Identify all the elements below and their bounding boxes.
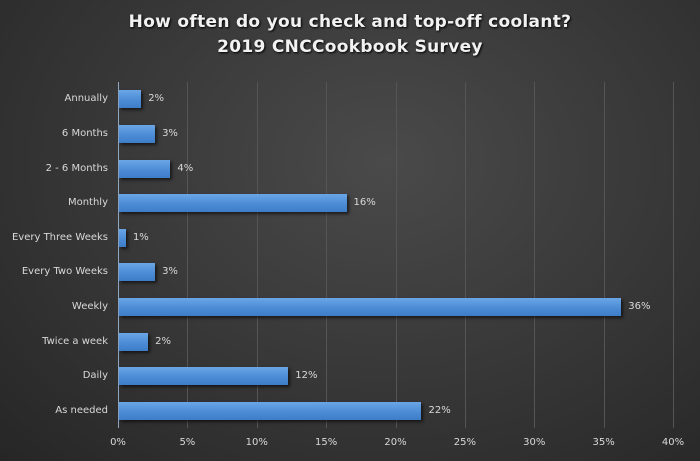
bar	[119, 194, 347, 213]
category-label: As needed	[55, 404, 108, 416]
bar-value-label: 4%	[177, 162, 194, 174]
gridline	[187, 82, 189, 428]
x-tick-label: 30%	[523, 437, 546, 448]
gridline	[464, 82, 466, 428]
bar-value-label: 16%	[353, 197, 376, 209]
bar-value-label: 2%	[155, 335, 171, 347]
y-axis-line	[118, 82, 119, 428]
bar-value-label: 3%	[162, 127, 178, 139]
bar-value-label: 2%	[148, 93, 165, 105]
gridline	[534, 82, 536, 428]
bar	[119, 367, 289, 386]
x-tick-label: 15%	[315, 437, 338, 448]
bar	[119, 159, 171, 178]
category-label: Monthly	[67, 197, 108, 209]
bar	[119, 124, 156, 143]
x-tick-label: 10%	[245, 437, 268, 448]
category-label: Annually	[64, 93, 108, 105]
bar-value-label: 1%	[132, 231, 149, 243]
bar-value-label: 3%	[162, 266, 178, 278]
chart-title-line1: How often do you check and top-off coola…	[128, 12, 572, 32]
chart-title: How often do you check and top-off coola…	[0, 10, 700, 60]
x-tick-label: 35%	[592, 437, 615, 448]
category-label: Daily	[82, 370, 108, 382]
bar-value-label: 12%	[295, 370, 318, 382]
x-tick-label: 25%	[453, 437, 476, 448]
x-tick-label: 5%	[179, 437, 196, 448]
bar	[119, 263, 156, 282]
x-tick-label: 20%	[384, 437, 407, 448]
chart-subtitle: 2019 CNCCookbook Survey	[217, 37, 483, 57]
category-label: Twice a week	[42, 335, 108, 347]
category-label: Weekly	[71, 300, 108, 312]
bar	[119, 228, 126, 247]
category-label: 6 Months	[61, 127, 108, 139]
gridline	[256, 82, 258, 428]
bar	[119, 297, 622, 316]
bar-value-label: 22%	[428, 404, 451, 416]
category-label: Every Two Weeks	[21, 266, 108, 278]
category-label: Every Three Weeks	[11, 231, 108, 243]
bar	[119, 332, 149, 351]
bar	[119, 401, 422, 420]
gridline	[326, 82, 328, 428]
bar-value-label: 36%	[628, 300, 651, 312]
x-tick-label: 0%	[110, 437, 126, 448]
gridline	[673, 82, 674, 428]
gridline	[603, 82, 605, 428]
plot-area: 2% 3% 4% 16% 1% 3% 36% 2% 12% 22%	[118, 82, 674, 428]
x-tick-label: 40%	[661, 437, 685, 448]
bar	[119, 90, 142, 109]
category-label: 2 - 6 Months	[45, 162, 108, 174]
gridline	[395, 82, 397, 428]
